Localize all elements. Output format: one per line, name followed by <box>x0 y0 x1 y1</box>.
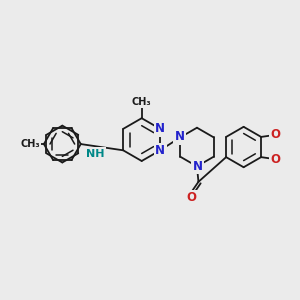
Text: O: O <box>270 153 280 166</box>
Text: CH₃: CH₃ <box>21 139 40 149</box>
Text: NH: NH <box>86 149 104 159</box>
Text: N: N <box>175 130 184 143</box>
Text: O: O <box>270 128 280 141</box>
Text: N: N <box>155 122 165 135</box>
Text: N: N <box>193 160 202 173</box>
Text: N: N <box>155 144 165 158</box>
Text: O: O <box>186 191 196 204</box>
Text: CH₃: CH₃ <box>132 97 152 107</box>
